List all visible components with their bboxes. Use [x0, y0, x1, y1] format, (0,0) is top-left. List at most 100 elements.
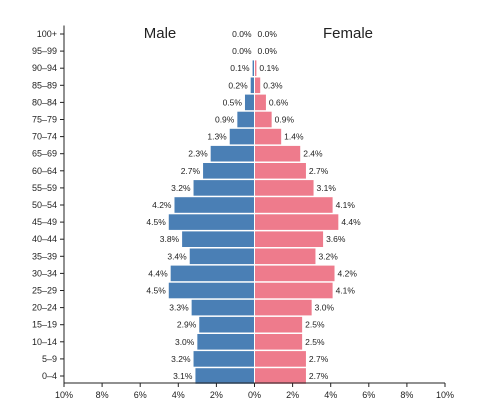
x-tick-label: 8% [400, 390, 413, 400]
male-value-label: 2.7% [181, 166, 201, 176]
female-bar [254, 111, 272, 128]
x-tick-label: 6% [362, 390, 375, 400]
male-bar [199, 316, 255, 333]
x-tick-label: 4% [172, 390, 185, 400]
male-bar [244, 94, 255, 111]
y-tick-label: 0–4 [42, 371, 57, 381]
y-tick-label: 50–54 [32, 200, 57, 210]
male-value-label: 3.1% [173, 371, 193, 381]
male-value-label: 3.2% [171, 183, 191, 193]
x-axis: 10% 8% 6% 4% 2% 0% 2% 4% 6% 8% 10% [55, 382, 454, 400]
bars-layer [168, 25, 339, 384]
male-value-label: 4.5% [146, 286, 166, 296]
x-tick-label: 8% [96, 390, 109, 400]
male-value-label: 0.5% [223, 97, 243, 107]
x-tick-label: 6% [134, 390, 147, 400]
male-bar [210, 145, 255, 162]
y-tick-label: 30–34 [32, 268, 57, 278]
female-value-label: 4.4% [341, 217, 361, 227]
female-value-label: 3.1% [317, 183, 337, 193]
female-value-label: 2.7% [309, 166, 329, 176]
y-tick-label: 80–84 [32, 97, 57, 107]
male-bar [195, 368, 255, 384]
y-tick-label: 70–74 [32, 132, 57, 142]
male-value-label: 2.9% [177, 320, 197, 330]
male-value-label: 0.9% [215, 115, 235, 125]
male-series-title: Male [144, 25, 177, 42]
female-bar [254, 60, 257, 76]
female-value-label: 2.7% [309, 371, 329, 381]
female-series-title: Female [323, 25, 373, 42]
female-bar [254, 265, 335, 282]
female-bar [254, 214, 339, 230]
female-value-label: 4.2% [338, 268, 358, 278]
male-value-label: 3.2% [171, 354, 191, 364]
female-value-label: 2.5% [305, 337, 325, 347]
female-bar [254, 282, 333, 299]
female-value-label: 0.9% [275, 115, 295, 125]
male-value-label: 1.3% [207, 132, 227, 142]
male-bar [189, 248, 255, 265]
y-tick-label: 10–14 [32, 337, 57, 347]
male-value-label: 0.1% [230, 63, 250, 73]
male-value-label: 0.0% [232, 29, 252, 39]
male-bar [203, 163, 255, 179]
male-bar [182, 231, 255, 247]
y-tick-label: 95–99 [32, 46, 57, 56]
male-bar [229, 128, 255, 145]
y-tick-label: 20–24 [32, 303, 57, 313]
female-value-label: 4.1% [336, 286, 356, 296]
male-value-label: 3.0% [175, 337, 195, 347]
y-tick-label: 85–89 [32, 80, 57, 90]
female-bar [254, 316, 303, 333]
female-bar [254, 231, 324, 247]
y-tick-label: 100+ [37, 29, 57, 39]
y-tick-label: 25–29 [32, 286, 57, 296]
x-tick-label: 10% [436, 390, 454, 400]
male-bar [191, 299, 255, 316]
female-value-label: 0.3% [263, 80, 283, 90]
x-tick-label: 2% [286, 390, 299, 400]
y-tick-label: 90–94 [32, 63, 57, 73]
female-bar [254, 180, 314, 196]
male-value-label: 3.8% [160, 234, 180, 244]
female-bar [254, 128, 282, 145]
female-bar [254, 163, 306, 179]
male-value-label: 4.4% [148, 268, 168, 278]
male-bar [252, 60, 255, 76]
y-tick-label: 75–79 [32, 115, 57, 125]
male-bar [193, 180, 255, 196]
female-bar [254, 299, 312, 316]
x-tick-label: 2% [210, 390, 223, 400]
female-value-label: 2.5% [305, 320, 325, 330]
x-tick-label: 10% [55, 390, 73, 400]
male-bar [174, 197, 255, 213]
male-bar [250, 77, 255, 94]
female-bar [254, 197, 333, 213]
y-axis: 100+ 95–99 90–94 85–89 80–84 75–79 70–74 65–69 6… [32, 25, 65, 383]
female-value-label: 2.4% [303, 149, 323, 159]
x-tick-label: 4% [324, 390, 337, 400]
female-bar [254, 351, 306, 367]
y-tick-label: 40–44 [32, 234, 57, 244]
y-tick-label: 45–49 [32, 217, 57, 227]
female-bar [254, 248, 316, 265]
female-bar [254, 94, 266, 111]
male-bar [237, 111, 255, 128]
female-value-label: 3.2% [318, 251, 338, 261]
female-value-label: 0.0% [258, 29, 278, 39]
male-value-label: 4.2% [152, 200, 172, 210]
female-value-label: 0.0% [258, 46, 278, 56]
female-value-label: 1.4% [284, 132, 304, 142]
x-tick-label: 0% [248, 390, 261, 400]
y-tick-label: 65–69 [32, 149, 57, 159]
female-value-label: 3.0% [315, 303, 335, 313]
female-value-label: 0.6% [269, 97, 289, 107]
y-tick-label: 55–59 [32, 183, 57, 193]
female-value-label: 3.6% [326, 234, 346, 244]
female-value-label: 2.7% [309, 354, 329, 364]
female-bar [254, 145, 301, 162]
male-bar [168, 214, 255, 230]
y-tick-label: 15–19 [32, 320, 57, 330]
male-value-label: 0.0% [232, 46, 252, 56]
